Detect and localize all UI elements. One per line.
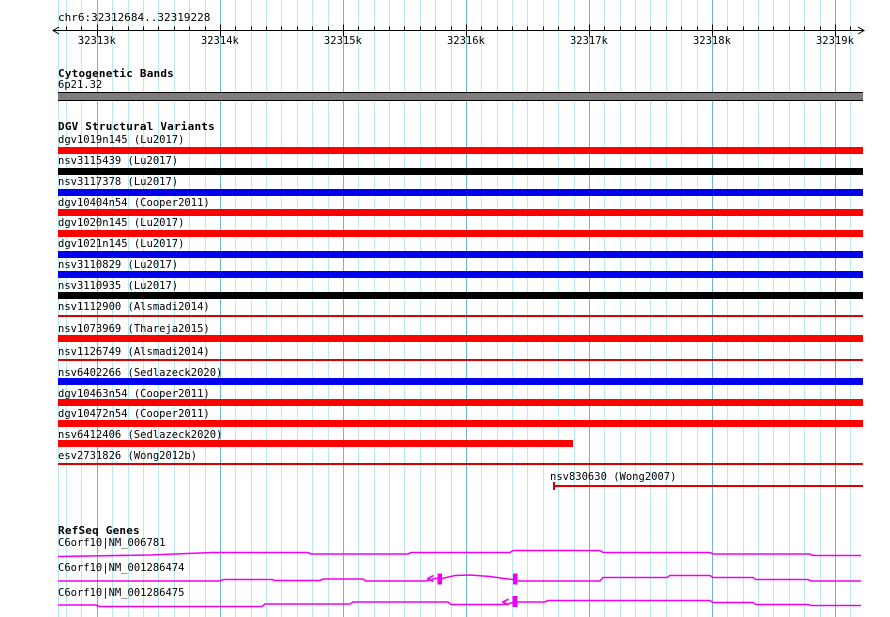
gene-strand-arrow-icon bbox=[501, 598, 509, 606]
variant-bar[interactable] bbox=[58, 419, 863, 427]
variant-label: nsv1073969 (Thareja2015) bbox=[58, 323, 210, 335]
variant-bar[interactable] bbox=[58, 315, 863, 317]
track-heading-refseq: RefSeq Genes bbox=[58, 524, 140, 537]
ruler-left-arrow-icon bbox=[52, 26, 60, 35]
variant-label: nsv3110829 (Lu2017) bbox=[58, 259, 179, 271]
gene-exon-box bbox=[512, 596, 518, 607]
ruler-tick-label: 32318k bbox=[692, 35, 731, 47]
variant-bar[interactable] bbox=[58, 335, 863, 342]
variant-bar[interactable] bbox=[58, 399, 863, 406]
region-title: chr6:32312684..32319228 bbox=[58, 11, 211, 24]
ruler-tick-label: 32314k bbox=[200, 35, 239, 47]
track-heading-dgv: DGV Structural Variants bbox=[58, 120, 215, 133]
variant-label: nsv6402266 (Sedlazeck2020) bbox=[58, 367, 223, 379]
variant-label: dgv10404n54 (Cooper2011) bbox=[58, 197, 210, 209]
variant-label: nsv6412406 (Sedlazeck2020) bbox=[58, 429, 223, 441]
variant-label: nsv3115439 (Lu2017) bbox=[58, 155, 179, 167]
variant-bar[interactable] bbox=[58, 209, 863, 216]
variant-label: dgv1020n145 (Lu2017) bbox=[58, 217, 185, 229]
ruler-right-arrow-icon bbox=[857, 26, 865, 35]
ruler-tick-label: 32317k bbox=[569, 35, 608, 47]
variant-bar[interactable] bbox=[58, 271, 863, 278]
gene-exon-box bbox=[437, 573, 442, 585]
variant-label: dgv10472n54 (Cooper2011) bbox=[58, 408, 210, 420]
gene-intron-line bbox=[58, 574, 861, 582]
gene-glyph[interactable] bbox=[57, 549, 861, 558]
variant-bar[interactable] bbox=[58, 463, 863, 465]
variant-bar[interactable] bbox=[58, 440, 573, 447]
cytoband-label: 6p21.32 bbox=[58, 79, 103, 91]
variant-label: nsv1112900 (Alsmadi2014) bbox=[58, 301, 210, 313]
track-heading-cytogenetic-bands: Cytogenetic Bands bbox=[58, 67, 174, 80]
variant-bar[interactable] bbox=[58, 147, 863, 154]
gene-glyph[interactable] bbox=[58, 596, 861, 608]
variant-bar[interactable] bbox=[58, 359, 863, 361]
variant-start-tick bbox=[553, 481, 555, 490]
variant-bar[interactable] bbox=[58, 378, 863, 385]
variant-bar[interactable] bbox=[58, 168, 863, 175]
variant-bar[interactable] bbox=[58, 292, 863, 299]
variant-bar[interactable] bbox=[58, 250, 863, 258]
variant-label: dgv10463n54 (Cooper2011) bbox=[58, 388, 210, 400]
ruler-tick-label: 32315k bbox=[323, 35, 362, 47]
variant-bar[interactable] bbox=[58, 188, 863, 196]
gene-exon-box bbox=[513, 573, 518, 585]
variant-label: dgv1021n145 (Lu2017) bbox=[58, 238, 185, 250]
variant-bar[interactable] bbox=[58, 229, 863, 237]
gene-strand-arrow-icon bbox=[426, 574, 434, 583]
variant-label: nsv3110935 (Lu2017) bbox=[58, 280, 179, 292]
cytoband-bar[interactable] bbox=[58, 92, 863, 101]
gene-intron-line bbox=[57, 549, 861, 558]
ruler-tick-label: 32316k bbox=[446, 35, 485, 47]
variant-label: nsv3117378 (Lu2017) bbox=[58, 176, 179, 188]
variant-label: nsv830630 (Wong2007) bbox=[550, 471, 677, 483]
ruler-tick-label: 32319k bbox=[815, 35, 854, 47]
gene-intron-line bbox=[58, 599, 861, 608]
ruler-tick-label: 32313k bbox=[77, 35, 116, 47]
gene-label: C6orf10|NM_001286474 bbox=[58, 562, 185, 574]
gene-glyph[interactable] bbox=[58, 573, 861, 585]
gene-label: C6orf10|NM_006781 bbox=[58, 537, 166, 549]
gene-label: C6orf10|NM_001286475 bbox=[58, 587, 185, 599]
variant-label: esv2731826 (Wong2012b) bbox=[58, 450, 198, 462]
variant-label: nsv1126749 (Alsmadi2014) bbox=[58, 346, 210, 358]
variant-bar[interactable] bbox=[553, 484, 863, 487]
variant-label: dgv1019n145 (Lu2017) bbox=[58, 134, 185, 146]
